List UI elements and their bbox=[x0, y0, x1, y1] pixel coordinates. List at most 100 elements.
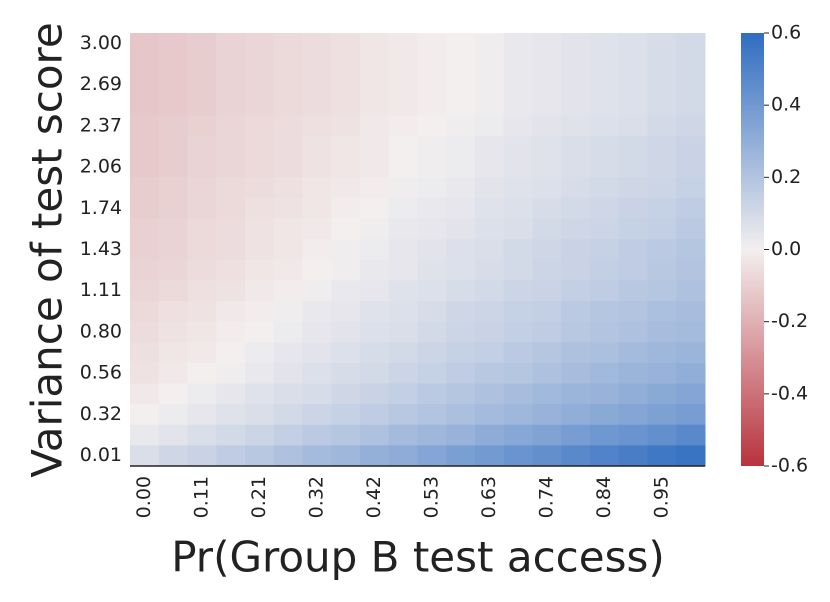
heatmap-cell bbox=[216, 424, 246, 446]
heatmap-cell bbox=[676, 94, 706, 116]
heatmap-cell bbox=[158, 197, 188, 220]
heatmap-cell bbox=[532, 156, 562, 178]
heatmap-cell bbox=[503, 94, 533, 116]
heatmap-cell bbox=[676, 404, 706, 426]
heatmap-cell bbox=[273, 156, 303, 178]
heatmap-cell bbox=[216, 115, 246, 137]
heatmap-cell bbox=[388, 197, 418, 220]
heatmap-cell bbox=[647, 342, 677, 364]
heatmap-cell bbox=[187, 424, 217, 446]
heatmap-cell bbox=[503, 280, 533, 302]
heatmap-cell bbox=[302, 342, 332, 364]
heatmap-cell bbox=[302, 53, 332, 75]
heatmap-cell bbox=[475, 115, 505, 137]
heatmap-cell bbox=[216, 239, 246, 261]
heatmap-cell bbox=[302, 280, 332, 302]
colorbar-tick-label: -0.6 bbox=[771, 455, 808, 477]
heatmap-cell bbox=[676, 197, 706, 220]
heatmap-cell bbox=[446, 74, 476, 96]
heatmap-cell bbox=[273, 342, 303, 364]
heatmap-cell bbox=[331, 362, 361, 385]
heatmap-cell bbox=[446, 404, 476, 426]
heatmap-cell bbox=[130, 362, 160, 385]
heatmap-cell bbox=[618, 33, 648, 55]
heatmap-cell bbox=[503, 136, 533, 158]
heatmap-cell bbox=[532, 177, 562, 199]
heatmap-cell bbox=[273, 259, 303, 281]
heatmap-cell bbox=[331, 74, 361, 96]
heatmap-cell bbox=[360, 321, 390, 343]
heatmap-cell bbox=[618, 321, 648, 343]
heatmap-cell bbox=[273, 53, 303, 75]
heatmap-cell bbox=[302, 404, 332, 426]
heatmap-cell bbox=[216, 74, 246, 96]
colorbar-tick-label: -0.4 bbox=[771, 382, 808, 404]
heatmap-cell bbox=[475, 404, 505, 426]
y-tick-label: 2.37 bbox=[80, 114, 122, 136]
heatmap-cell bbox=[561, 33, 591, 55]
heatmap-cell bbox=[130, 156, 160, 178]
heatmap-cell bbox=[647, 74, 677, 96]
heatmap-cell bbox=[273, 301, 303, 323]
heatmap-cell bbox=[388, 445, 418, 467]
heatmap-cell bbox=[331, 424, 361, 446]
heatmap-cell bbox=[561, 115, 591, 137]
heatmap-cell bbox=[446, 239, 476, 261]
heatmap-cell bbox=[302, 445, 332, 467]
heatmap-cell bbox=[388, 94, 418, 116]
heatmap-cell bbox=[388, 383, 418, 405]
heatmap-cell bbox=[647, 177, 677, 199]
heatmap-cell bbox=[187, 33, 217, 55]
heatmap-cell bbox=[676, 53, 706, 75]
heatmap-cell bbox=[618, 239, 648, 261]
heatmap-cell bbox=[503, 424, 533, 446]
heatmap-cell bbox=[388, 239, 418, 261]
heatmap-cell bbox=[331, 259, 361, 281]
heatmap-cell bbox=[475, 136, 505, 158]
heatmap-cell bbox=[561, 342, 591, 364]
heatmap-cell bbox=[676, 383, 706, 405]
heatmap-cell bbox=[475, 74, 505, 96]
heatmap-cell bbox=[187, 259, 217, 281]
heatmap-cell bbox=[158, 383, 188, 405]
heatmap-cell bbox=[130, 115, 160, 137]
heatmap-cell bbox=[590, 362, 620, 385]
heatmap-cell bbox=[618, 94, 648, 116]
x-tick-label: 0.74 bbox=[535, 476, 557, 518]
heatmap-cell bbox=[532, 74, 562, 96]
heatmap-cell bbox=[302, 218, 332, 240]
heatmap-cell bbox=[130, 301, 160, 323]
heatmap-cell bbox=[503, 239, 533, 261]
heatmap-cell bbox=[388, 53, 418, 75]
heatmap-cell bbox=[446, 197, 476, 220]
heatmap-cell bbox=[245, 33, 275, 55]
heatmap-cell bbox=[245, 445, 275, 467]
heatmap-cell bbox=[331, 53, 361, 75]
heatmap-cell bbox=[187, 301, 217, 323]
y-tick-label: 1.43 bbox=[80, 238, 122, 260]
heatmap-cell bbox=[590, 33, 620, 55]
heatmap-cell bbox=[216, 383, 246, 405]
heatmap-cell bbox=[187, 53, 217, 75]
heatmap-cell bbox=[245, 342, 275, 364]
heatmap-cell bbox=[360, 197, 390, 220]
heatmap-cell bbox=[446, 94, 476, 116]
y-tick-label: 0.01 bbox=[80, 444, 122, 466]
heatmap-cell bbox=[561, 136, 591, 158]
heatmap-cell bbox=[273, 218, 303, 240]
heatmap-cell bbox=[187, 177, 217, 199]
heatmap-cell bbox=[676, 280, 706, 302]
heatmap-cell bbox=[417, 321, 447, 343]
heatmap-cell bbox=[503, 115, 533, 137]
heatmap-cell bbox=[475, 197, 505, 220]
colorbar-tick-label: 0.2 bbox=[771, 166, 801, 188]
heatmap-cell bbox=[158, 177, 188, 199]
heatmap-cell bbox=[130, 445, 160, 467]
x-tick-label: 0.21 bbox=[248, 476, 270, 518]
heatmap-cell bbox=[475, 33, 505, 55]
heatmap-cell bbox=[360, 177, 390, 199]
heatmap-cell bbox=[618, 53, 648, 75]
heatmap-cell bbox=[130, 136, 160, 158]
heatmap-cell bbox=[618, 218, 648, 240]
